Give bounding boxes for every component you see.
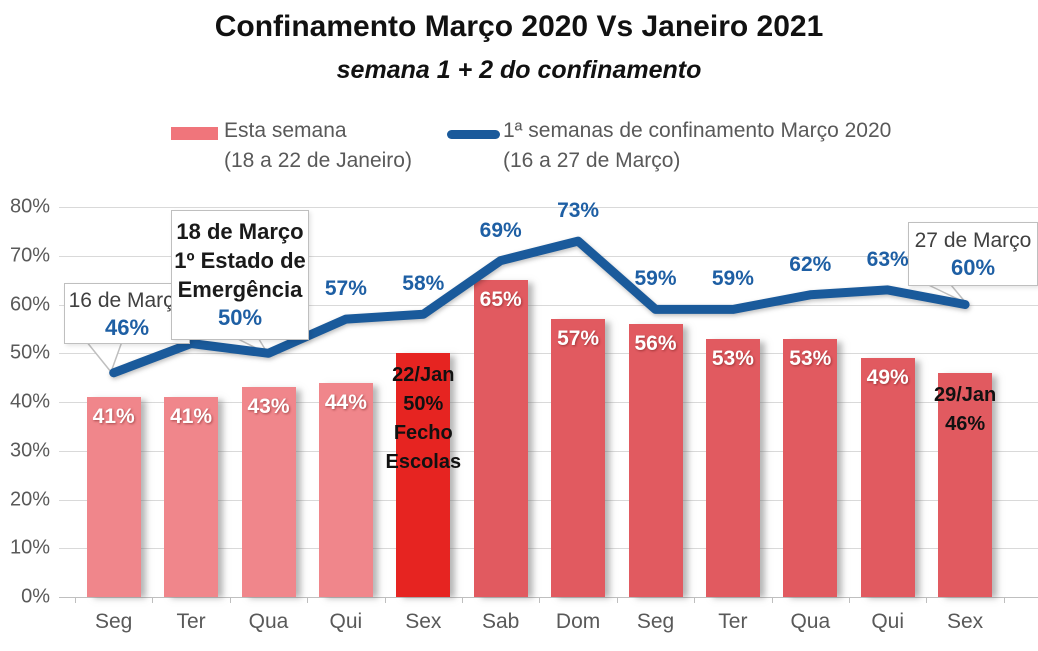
chart-subtitle: semana 1 + 2 do confinamento <box>336 56 702 84</box>
bar-qua-9 <box>783 338 838 597</box>
bar-ter-1 <box>164 397 219 597</box>
bar-qua-2 <box>241 387 296 597</box>
gridline-40% <box>59 402 1038 403</box>
legend-line-sublabel: (16 a 27 de Março) <box>503 149 681 172</box>
x-axis-tick <box>152 597 154 603</box>
legend-line-swatch <box>447 130 500 139</box>
bar-qui-3 <box>318 382 373 597</box>
gridline-30% <box>59 450 1038 452</box>
x-axis-tick <box>462 597 463 603</box>
x-axis-category-label: Qui <box>329 610 363 633</box>
bar-seg-7 <box>628 324 683 597</box>
bar-sex-11 <box>938 372 993 598</box>
legend-bar-swatch <box>171 127 218 140</box>
x-axis-category-label: Seg <box>95 610 133 633</box>
x-axis-category-label: Seg <box>636 610 675 633</box>
y-axis-tick-label: 80% <box>9 195 50 218</box>
callout-18-marco: 18 de Março 1º Estado de Emergência 50% <box>171 210 309 340</box>
x-axis-tick <box>616 597 618 603</box>
y-axis-tick-label: 30% <box>9 439 50 462</box>
y-axis-tick-label: 50% <box>9 341 50 364</box>
x-axis-category-label: Qua <box>790 610 831 633</box>
legend-bar-entry: Esta semana (18 a 22 de Janeiro) <box>224 116 412 176</box>
callout-18-title: 18 de Março <box>176 219 304 244</box>
x-axis-tick <box>384 597 386 603</box>
bar-qui-10 <box>860 358 915 597</box>
x-axis-category-label: Qua <box>248 610 289 633</box>
y-axis-tick-label: 70% <box>9 244 50 267</box>
x-axis-category-label: Sex <box>405 610 442 633</box>
bar-seg-0 <box>86 397 141 597</box>
y-axis-tick-label: 40% <box>9 390 50 413</box>
x-axis-tick <box>771 597 773 603</box>
x-axis-tick <box>229 597 231 603</box>
legend-bar-label: Esta semana <box>224 119 347 142</box>
y-axis-tick-label: 10% <box>9 536 50 559</box>
legend-bar-sublabel: (18 a 22 de Janeiro) <box>224 149 412 172</box>
x-axis-category-label: Sab <box>482 610 520 633</box>
x-axis-category-label: Ter <box>176 610 206 633</box>
bar-dom-6 <box>551 319 606 597</box>
gridline-20% <box>59 499 1038 501</box>
callout-18-value: 50% <box>217 305 263 330</box>
x-axis-tick <box>849 597 850 603</box>
legend-line-entry: 1ª semanas de confinamento Março 2020 (1… <box>503 116 891 176</box>
callout-27-value: 60% <box>950 255 996 280</box>
callout-27-marco: 27 de Março 60% <box>908 222 1038 286</box>
y-axis-tick-label: 60% <box>9 293 50 315</box>
x-axis-category-label: Qui <box>871 610 905 633</box>
x-axis-category-label: Sex <box>947 610 984 633</box>
x-axis-line <box>59 597 1038 598</box>
gridline-10% <box>59 548 1038 550</box>
callout-18-line3: Emergência <box>177 277 303 302</box>
x-axis-tick <box>539 597 541 603</box>
callout-27-title: 27 de Março <box>914 229 1032 252</box>
x-axis-tick <box>75 597 76 603</box>
x-axis-tick <box>694 597 696 603</box>
bar-ter-8 <box>705 338 760 597</box>
x-axis-tick <box>307 597 309 603</box>
bar-sab-5 <box>473 280 528 597</box>
legend-line-label: 1ª semanas de confinamento Março 2020 <box>503 119 892 142</box>
gridline-80% <box>59 207 1038 208</box>
callout-18-line2: 1º Estado de <box>174 248 306 273</box>
chart-title: Confinamento Março 2020 Vs Janeiro 2021 <box>214 10 824 43</box>
y-axis-tick-label: 20% <box>9 488 50 510</box>
x-axis-category-label: Dom <box>555 610 601 633</box>
x-axis-tick <box>926 597 928 603</box>
bar-sex-4 <box>396 353 451 598</box>
x-axis-tick <box>1003 597 1005 603</box>
y-axis-tick-label: 0% <box>21 585 50 608</box>
x-axis-category-label: Ter <box>718 610 748 633</box>
